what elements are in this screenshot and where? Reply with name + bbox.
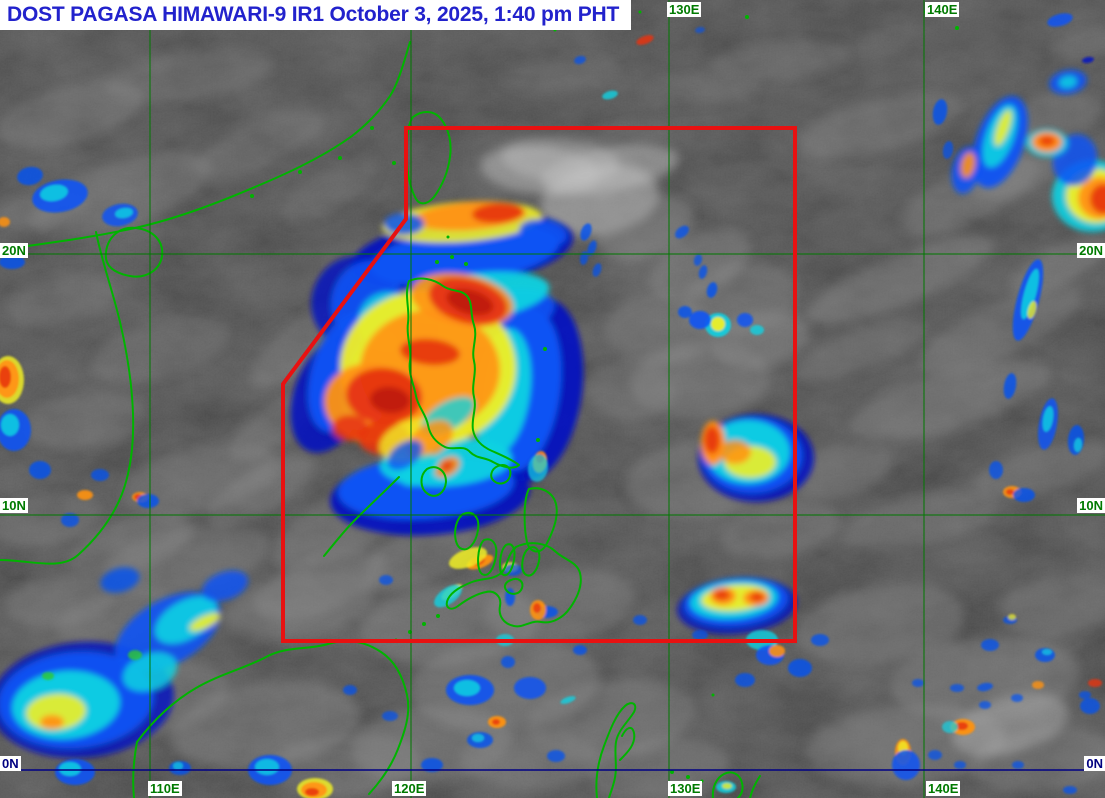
- coastline-hainan: [104, 226, 164, 278]
- coastline-mindanao: [445, 542, 582, 628]
- coastline-masbate: [490, 464, 512, 485]
- coastline-leyte: [521, 546, 541, 577]
- convection-layer-small: [0, 13, 1102, 798]
- coastline-bohol: [503, 578, 524, 595]
- coastline-negros: [477, 538, 498, 576]
- lat-label-right-0n: 0N: [1084, 756, 1105, 771]
- image-title-bar: DOST PAGASA HIMAWARI-9 IR1 October 3, 20…: [0, 0, 632, 30]
- coastlines: [0, 10, 959, 798]
- lat-label-right-10n: 10N: [1077, 498, 1105, 513]
- coastline-sulawesi: [595, 702, 637, 798]
- lat-label-right-20n: 20N: [1077, 243, 1105, 258]
- coastline-vietnam: [0, 231, 135, 565]
- coastline-mindoro: [420, 466, 447, 497]
- lon-label-top-130e: 130E: [667, 2, 702, 17]
- lon-label-top-140e: 140E: [925, 2, 960, 17]
- coastline-palawan: [323, 476, 400, 557]
- lon-label-bottom-110e: 110E: [148, 781, 182, 796]
- lon-label-bottom-130e: 130E: [668, 781, 703, 796]
- lat-label-left-10n: 10N: [0, 498, 28, 513]
- coastline-halmahera: [711, 771, 761, 798]
- lat-label-left-0n: 0N: [0, 756, 21, 771]
- par-boundary: [281, 126, 797, 643]
- lon-label-bottom-140e: 140E: [926, 781, 961, 796]
- convection-layer-large: [0, 69, 1105, 759]
- coastline-luzon: [406, 277, 520, 469]
- lon-label-bottom-120e: 120E: [392, 781, 427, 796]
- lat-label-left-20n: 20N: [0, 243, 28, 258]
- coastline-china: [0, 41, 411, 251]
- par-layer: [281, 126, 797, 643]
- coastline-panay: [454, 511, 480, 551]
- coastline-cebu: [498, 543, 516, 577]
